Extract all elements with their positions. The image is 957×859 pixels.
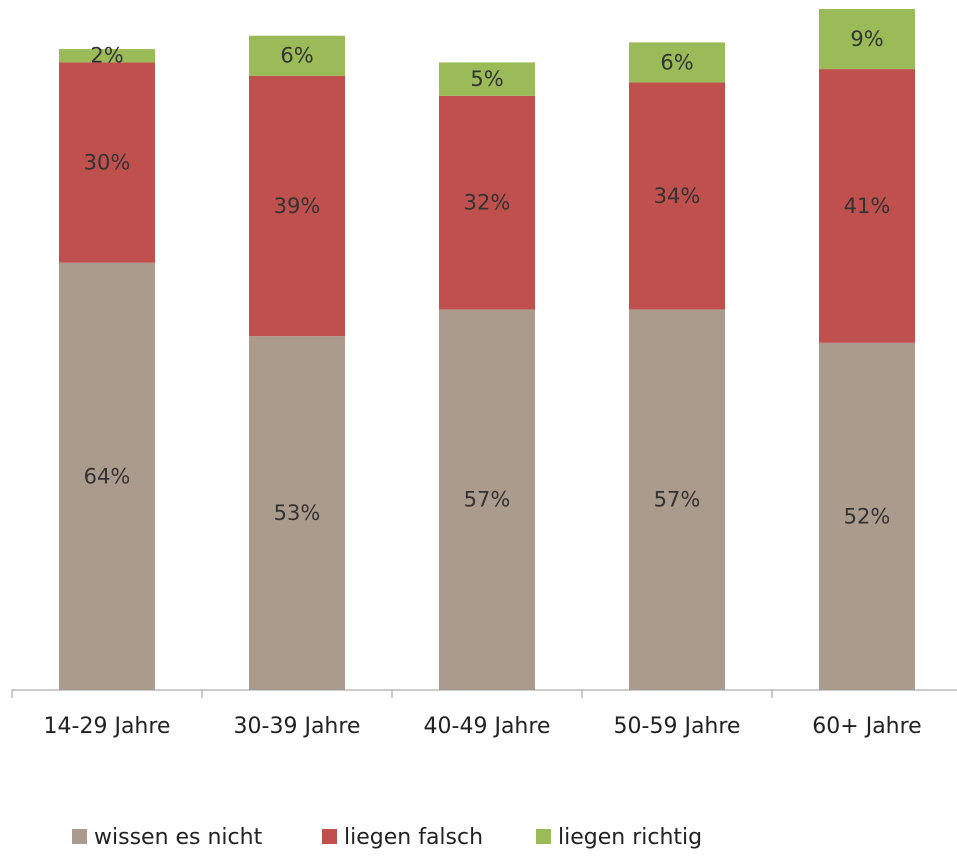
x-tick-label: 30-39 Jahre xyxy=(234,714,361,739)
bar-segment xyxy=(629,82,725,310)
x-tick-label: 50-59 Jahre xyxy=(614,714,741,739)
x-tick-label: 60+ Jahre xyxy=(812,714,921,739)
segment-label: 57% xyxy=(464,488,511,512)
segment-label: 57% xyxy=(654,488,701,512)
segment-label: 9% xyxy=(850,27,883,51)
segment-label: 5% xyxy=(470,67,503,91)
bar-segment xyxy=(819,69,915,343)
segment-label: 64% xyxy=(84,464,131,488)
segment-label: 30% xyxy=(84,151,131,175)
legend-label: liegen richtig xyxy=(558,825,702,850)
legend-swatch xyxy=(322,829,337,844)
bar-segment xyxy=(249,75,345,337)
bar-segment xyxy=(629,309,725,690)
segment-label: 32% xyxy=(464,191,511,215)
bar-segment xyxy=(819,342,915,690)
bar-segment xyxy=(249,336,345,690)
segment-label: 39% xyxy=(274,194,321,218)
segment-label: 6% xyxy=(280,44,313,68)
bar-segment xyxy=(439,62,535,96)
bar-segment xyxy=(59,62,155,263)
segment-label: 52% xyxy=(844,504,891,528)
segment-label: 34% xyxy=(654,184,701,208)
segment-label: 2% xyxy=(90,44,123,68)
bar-segment xyxy=(819,9,915,70)
bar-segment xyxy=(439,309,535,690)
legend-label: wissen es nicht xyxy=(94,825,263,850)
bar-segment xyxy=(59,49,155,63)
x-tick-label: 14-29 Jahre xyxy=(44,714,171,739)
segment-label: 53% xyxy=(274,501,321,525)
segment-label: 41% xyxy=(844,194,891,218)
bar-segment xyxy=(629,42,725,83)
legend-swatch xyxy=(536,829,551,844)
x-tick-label: 40-49 Jahre xyxy=(424,714,551,739)
legend-label: liegen falsch xyxy=(344,825,483,850)
bar-segment xyxy=(439,95,535,310)
segment-label: 6% xyxy=(660,50,693,74)
bar-segment xyxy=(249,35,345,76)
legend-swatch xyxy=(72,829,87,844)
bar-segment xyxy=(59,262,155,690)
